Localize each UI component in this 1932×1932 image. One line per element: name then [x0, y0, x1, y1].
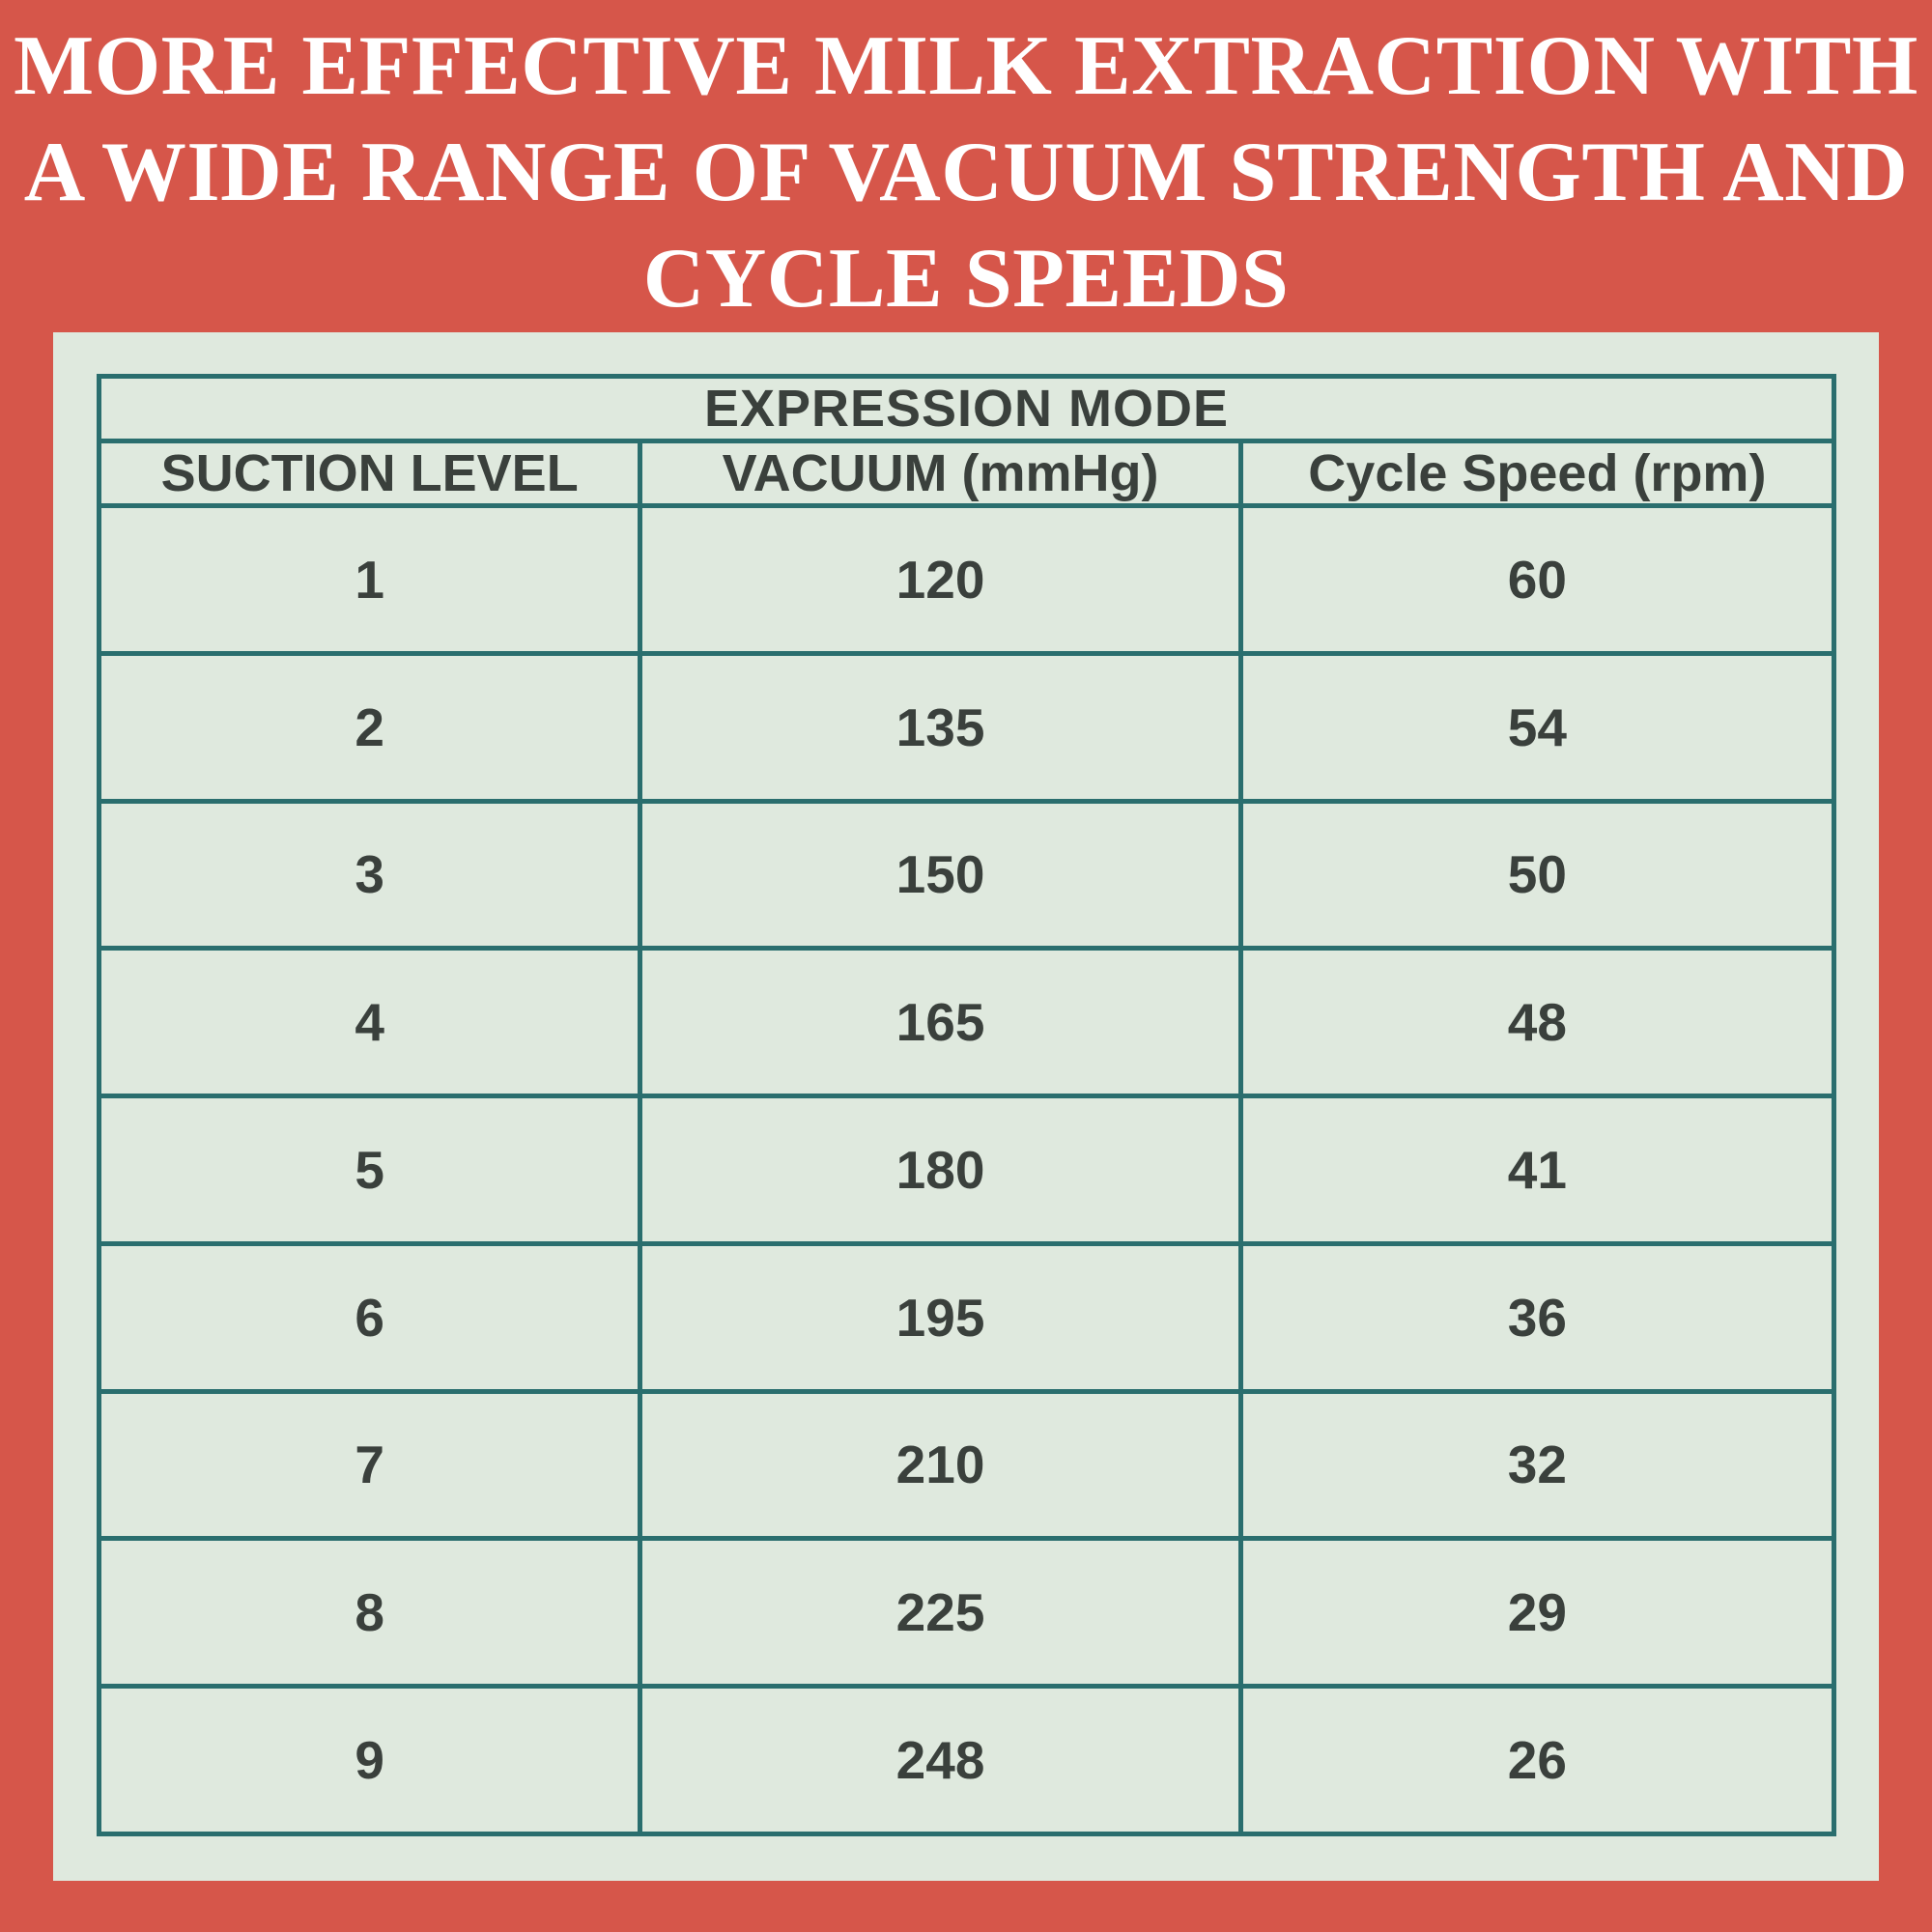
- table-group-header: EXPRESSION MODE: [97, 374, 1836, 443]
- table-row: 8 225 29: [96, 1536, 1837, 1690]
- vacuum-value: 165: [638, 946, 1243, 1099]
- column-header-cycle-speed: Cycle Speed (rpm): [1237, 439, 1837, 508]
- cycle-speed-value: 50: [1237, 798, 1837, 952]
- suction-level-value: 3: [96, 798, 643, 952]
- cycle-speed-value: 26: [1237, 1684, 1837, 1836]
- vacuum-value: 195: [638, 1240, 1243, 1394]
- table-row: 5 180 41: [96, 1094, 1837, 1246]
- suction-level-value: 4: [96, 946, 643, 1099]
- title-line-1: MORE EFFECTIVE MILK EXTRACTION WITH: [14, 19, 1918, 113]
- vacuum-value: 150: [638, 798, 1243, 952]
- table-panel: EXPRESSION MODE SUCTION LEVEL VACUUM (mm…: [53, 332, 1879, 1881]
- suction-level-value: 8: [96, 1536, 643, 1690]
- vacuum-value: 120: [638, 503, 1243, 656]
- suction-level-value: 7: [96, 1388, 643, 1542]
- vacuum-value: 135: [638, 650, 1243, 804]
- group-header-row: EXPRESSION MODE: [97, 374, 1836, 443]
- expression-mode-table: EXPRESSION MODE SUCTION LEVEL VACUUM (mm…: [96, 374, 1837, 1836]
- suction-level-value: 9: [96, 1684, 643, 1836]
- table-row: 3 150 50: [96, 798, 1837, 952]
- table-row: 1 120 60: [96, 503, 1837, 656]
- cycle-speed-value: 54: [1237, 650, 1837, 804]
- page-title: MORE EFFECTIVE MILK EXTRACTION WITH A WI…: [0, 14, 1932, 332]
- suction-level-value: 6: [96, 1240, 643, 1394]
- cycle-speed-value: 29: [1237, 1536, 1837, 1690]
- cycle-speed-value: 36: [1237, 1240, 1837, 1394]
- suction-level-value: 1: [96, 503, 643, 656]
- column-header-vacuum: VACUUM (mmHg): [638, 439, 1243, 508]
- cycle-speed-value: 60: [1237, 503, 1837, 656]
- cycle-speed-value: 41: [1237, 1094, 1837, 1246]
- vacuum-value: 210: [638, 1388, 1243, 1542]
- table-row: 2 135 54: [96, 650, 1837, 804]
- table-row: 9 248 26: [96, 1684, 1837, 1836]
- title-line-2: A WIDE RANGE OF VACUUM STRENGTH AND: [23, 126, 1909, 219]
- table-row: 4 165 48: [96, 946, 1837, 1099]
- column-header-row: SUCTION LEVEL VACUUM (mmHg) Cycle Speed …: [96, 439, 1837, 508]
- vacuum-value: 225: [638, 1536, 1243, 1690]
- title-line-3: CYCLE SPEEDS: [642, 232, 1290, 326]
- cycle-speed-value: 48: [1237, 946, 1837, 1099]
- table-row: 6 195 36: [96, 1240, 1837, 1394]
- suction-level-value: 5: [96, 1094, 643, 1246]
- column-header-suction-level: SUCTION LEVEL: [96, 439, 643, 508]
- vacuum-value: 180: [638, 1094, 1243, 1246]
- vacuum-value: 248: [638, 1684, 1243, 1836]
- suction-level-value: 2: [96, 650, 643, 804]
- cycle-speed-value: 32: [1237, 1388, 1837, 1542]
- table-row: 7 210 32: [96, 1388, 1837, 1542]
